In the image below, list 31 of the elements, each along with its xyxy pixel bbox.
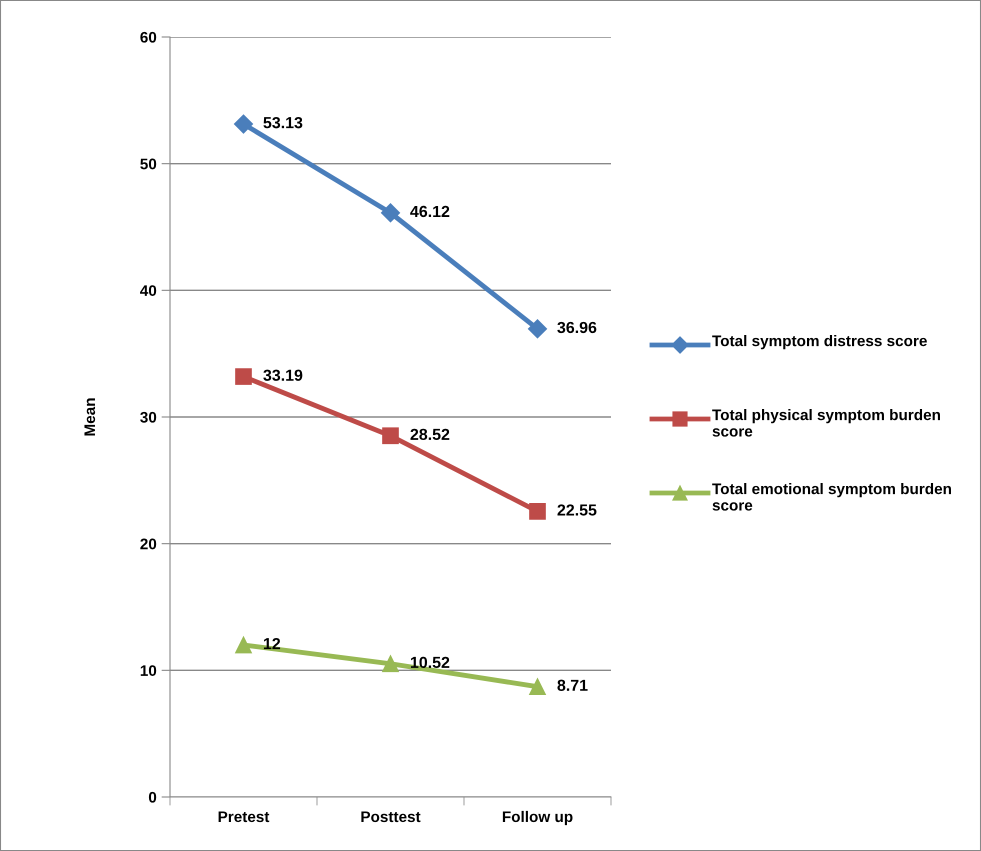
data-label: 8.71 xyxy=(557,680,588,691)
data-label: 28.52 xyxy=(410,428,450,440)
data-label: 22.55 xyxy=(558,504,596,516)
x-tick-label: Posttest xyxy=(361,811,420,822)
point xyxy=(380,203,400,222)
y-tick-label: 20 xyxy=(140,538,156,550)
point xyxy=(382,427,399,444)
point xyxy=(528,319,548,338)
x-tick-label: Follow up xyxy=(502,810,573,826)
data-label: 33.19 xyxy=(263,370,302,381)
y-tick-label: 60 xyxy=(140,32,156,43)
point xyxy=(382,655,399,672)
point xyxy=(529,678,546,696)
point xyxy=(235,636,252,654)
data-label: 53.13 xyxy=(263,116,302,128)
data-label: 36.96 xyxy=(557,322,596,334)
point xyxy=(235,368,252,385)
y-tick-label: 0 xyxy=(148,792,156,803)
data-label: 10.52 xyxy=(410,656,450,668)
point xyxy=(234,114,254,134)
point xyxy=(529,503,546,520)
data-label: 46.12 xyxy=(410,206,450,218)
x-tick-label: Pretest xyxy=(218,811,270,822)
y-tick-label: 30 xyxy=(140,412,156,423)
y-tick-label: 50 xyxy=(140,158,156,170)
y-tick-label: 10 xyxy=(140,665,156,676)
y-tick-label: 40 xyxy=(140,285,156,296)
legend-label: Total emotional symptom burden score xyxy=(712,483,951,511)
legend-label: Total symptom distress score xyxy=(712,335,927,350)
legend-label: Total physical symptom burden score xyxy=(712,409,940,437)
y-axis-title: Mean xyxy=(84,398,96,436)
